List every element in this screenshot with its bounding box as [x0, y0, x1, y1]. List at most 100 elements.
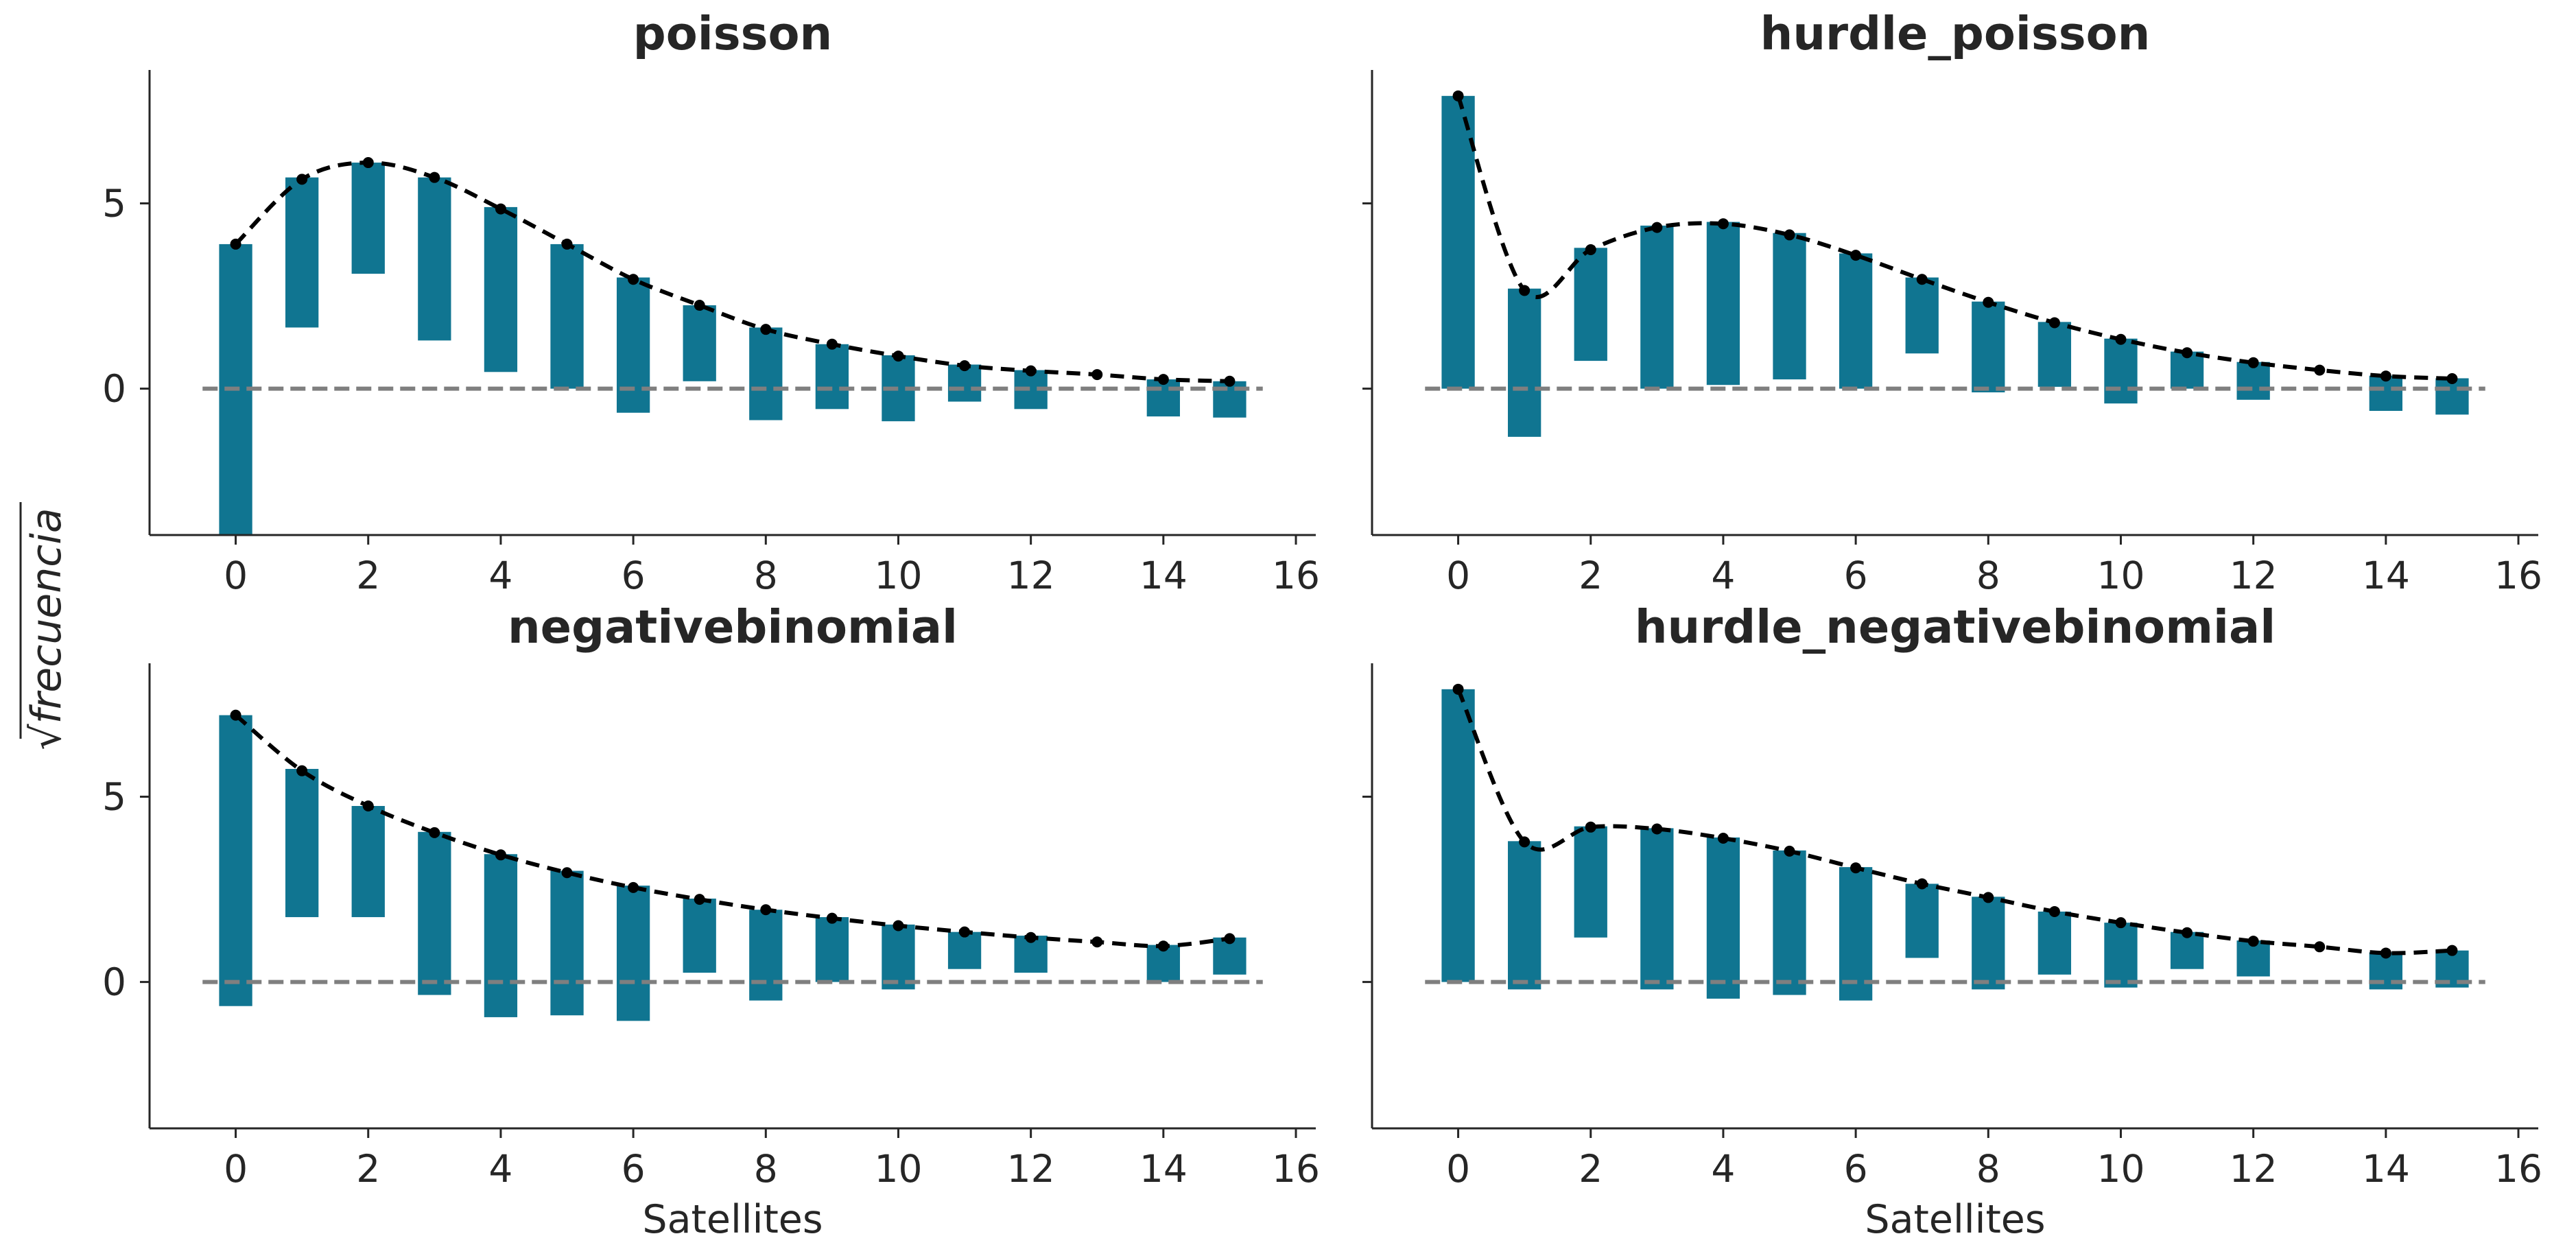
expected-point [2314, 364, 2326, 376]
bar [1773, 850, 1806, 995]
expected-point [628, 881, 639, 893]
x-tick-label: 0 [224, 554, 248, 597]
expected-point [296, 174, 308, 185]
expected-point [2380, 947, 2391, 959]
x-tick-label: 6 [1844, 554, 1868, 597]
bar [484, 854, 518, 1017]
bar [1972, 897, 2005, 990]
bar [1508, 288, 1541, 437]
expected-point [561, 867, 573, 879]
expected-point [1519, 285, 1531, 296]
bar [815, 344, 849, 410]
bar [616, 277, 650, 413]
expected-point [1025, 931, 1037, 943]
x-tick-label: 16 [2494, 1147, 2542, 1191]
bar [550, 870, 584, 1016]
bar [418, 831, 451, 995]
bar [484, 206, 518, 372]
bar [285, 768, 319, 918]
expected-point [1091, 936, 1103, 948]
bar [351, 163, 385, 274]
x-tick-label: 12 [2230, 1147, 2278, 1191]
bar [683, 305, 716, 381]
bar [616, 886, 650, 1021]
bar [285, 177, 319, 328]
expected-point [2115, 917, 2127, 929]
x-tick-label: 16 [2494, 554, 2542, 597]
x-tick-label: 14 [2362, 1147, 2410, 1191]
expected-point [495, 849, 506, 861]
expected-point [1651, 222, 1663, 233]
x-tick-label: 0 [224, 1147, 248, 1191]
expected-point [1717, 218, 1729, 230]
x-tick-label: 14 [2362, 554, 2410, 597]
y-tick-label: 0 [102, 367, 126, 411]
bar [1640, 225, 1674, 389]
expected-point [694, 894, 705, 905]
expected-point [893, 351, 904, 362]
expected-point [1983, 892, 1994, 903]
expected-point [429, 171, 440, 183]
expected-point [1784, 845, 1795, 857]
expected-point [2380, 370, 2391, 382]
y-axis-label: √frecuencia [19, 502, 71, 750]
bar [2037, 911, 2072, 975]
x-tick-label: 2 [356, 554, 380, 597]
panel-title: hurdle_poisson [1760, 7, 2151, 60]
y-axis-label-text: frecuencia [23, 508, 71, 724]
bar [683, 899, 716, 973]
expected-line [234, 161, 1230, 383]
expected-point [1784, 229, 1795, 241]
bar-group [1441, 95, 2469, 437]
x-tick-label: 4 [1711, 554, 1735, 597]
x-tick-label: 0 [1446, 1147, 1470, 1191]
bar [2104, 338, 2138, 404]
expected-point [230, 709, 241, 721]
expected-point [1452, 90, 1464, 102]
bar-group [219, 715, 1246, 1021]
x-axis-label: Satellites [642, 1197, 823, 1242]
bar [1441, 95, 1475, 389]
x-tick-label: 10 [2096, 1147, 2144, 1191]
expected-point [230, 238, 241, 250]
expected-point [1025, 365, 1037, 377]
expected-point [2115, 333, 2127, 345]
bar [1905, 277, 1939, 354]
expected-point [1916, 274, 1928, 285]
bar [1441, 689, 1475, 982]
x-axis-label: Satellites [1865, 1197, 2045, 1242]
expected-point [2048, 317, 2060, 329]
bar [1508, 841, 1541, 990]
x-tick-label: 2 [356, 1147, 380, 1191]
expected-point [826, 338, 838, 350]
bar [2037, 322, 2072, 387]
bar [1706, 222, 1740, 385]
x-tick-label: 8 [754, 1147, 778, 1191]
bar [749, 327, 783, 420]
bar [1905, 883, 1939, 958]
expected-point [495, 203, 506, 215]
expected-point [1224, 375, 1236, 387]
x-tick-label: 10 [2096, 554, 2144, 597]
expected-point [959, 360, 971, 372]
bar [2104, 923, 2138, 988]
panel-title: negativebinomial [508, 600, 958, 654]
panel-title: poisson [633, 7, 832, 60]
bar [947, 931, 982, 969]
bar [749, 910, 783, 1001]
expected-line [234, 713, 1230, 949]
bar [815, 917, 849, 982]
x-tick-label: 16 [1272, 554, 1320, 597]
y-tick-label: 5 [102, 774, 126, 818]
panels: poisson 0 2 4 6 8 10 12 14 16 0 5 hurdle_poisson 0 2 4 6… [102, 7, 2542, 1242]
x-tick-label: 6 [1844, 1147, 1868, 1191]
x-tick-label: 14 [1139, 1147, 1187, 1191]
expected-point [1519, 836, 1531, 848]
bar [351, 805, 385, 918]
expected-point [1157, 374, 1169, 385]
expected-point [561, 238, 573, 250]
panel-hurdle-negativebinomial: hurdle_negativebinomial 0 2 4 6 8 10 12 14 16 Sate… [1362, 600, 2542, 1242]
expected-point [362, 800, 374, 811]
expected-point [362, 157, 374, 169]
expected-point [959, 926, 971, 938]
